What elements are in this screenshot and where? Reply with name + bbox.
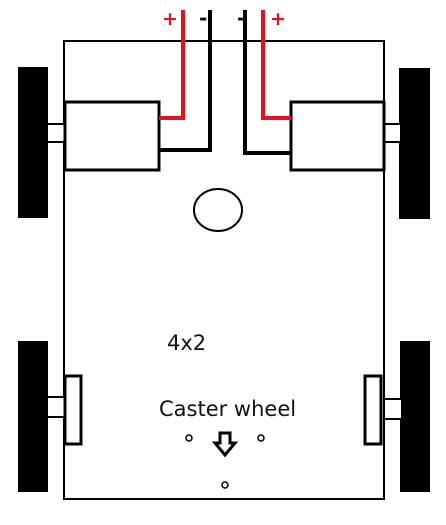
caster-wheel-label: Caster wheel [159,397,297,421]
label-right-positive: + [270,8,286,30]
axle-front-right [382,123,402,143]
wire-right-negative [243,10,291,155]
caster-arrow-icon [211,431,239,458]
axle-rear-right [383,398,403,420]
wire-left-negative [159,10,212,152]
wire-left-positive [159,10,185,120]
axle-rear-left [46,396,66,418]
wheel-bracket-rear-right [363,374,383,446]
wheel-rear-right [400,341,430,492]
motor-right [289,100,386,172]
wheel-rear-left [18,341,48,492]
wheel-front-right [399,68,430,219]
caster-mount-hole-left [185,434,193,442]
caster-mount-hole-bottom [221,481,229,489]
wheel-front-left [18,67,48,218]
center-hole [193,188,243,232]
label-right-negative: - [237,6,246,30]
label-left-positive: + [162,8,178,30]
wire-right-positive [261,10,291,120]
wheel-bracket-rear-left [63,374,83,446]
chassis-board [63,40,385,500]
caster-mount-hole-right [257,434,265,442]
motor-left [63,100,161,172]
label-left-negative: - [199,6,208,30]
board-size-label: 4x2 [167,331,207,355]
axle-front-left [46,123,66,143]
